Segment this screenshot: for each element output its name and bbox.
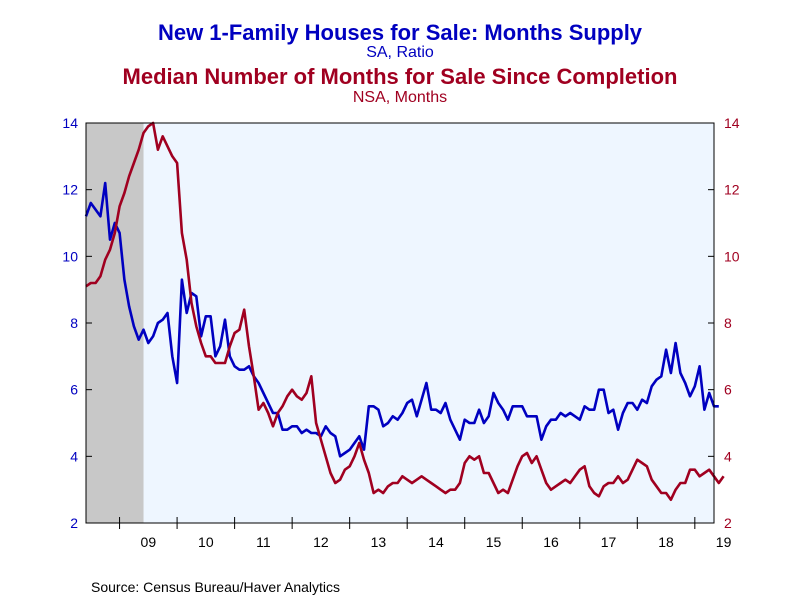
series-line-2 [85,121,725,502]
y-left-tick-label: 14 [62,115,78,131]
y-right-tick-label: 2 [724,515,732,531]
x-tick-label: 12 [313,534,329,550]
x-tick-label: 11 [256,534,271,550]
chart-titles: New 1-Family Houses for Sale: Months Sup… [123,20,678,106]
x-tick-label: 10 [198,534,214,550]
y-right-tick-label: 6 [724,382,732,398]
chart-title-2: Median Number of Months for Sale Since C… [123,64,678,89]
y-right-tick-label: 10 [724,248,740,264]
recession-shading [86,123,144,523]
x-tick-label: 09 [141,534,157,550]
source-note: Source: Census Bureau/Haver Analytics [91,579,340,595]
chart-subtitle-2: NSA, Months [353,89,447,106]
x-tick-label: 18 [658,534,674,550]
chart-subtitle-1: SA, Ratio [366,44,434,61]
y-right-tick-label: 4 [724,448,732,464]
plot-area [86,123,714,523]
series-layer [84,121,725,502]
y-right-tick-label: 12 [724,182,740,198]
y-right-tick-label: 8 [724,315,732,331]
y-left-tick-label: 4 [70,448,78,464]
x-tick-label: 13 [371,534,387,550]
y-left-tick-label: 8 [70,315,78,331]
y-left-tick-label: 12 [62,182,78,198]
x-axis: 09 10 11 12 13 14 15 16 17 18 19 [119,517,732,550]
x-tick-label: 14 [428,534,444,550]
y-right-tick-label: 14 [724,115,740,131]
x-tick-label: 15 [486,534,502,550]
y-left-tick-label: 6 [70,382,78,398]
y-axis-right: 2 4 6 8 10 12 14 [708,115,740,531]
x-tick-label: 19 [716,534,732,550]
series-line-1 [84,181,719,458]
x-tick-label: 16 [543,534,559,550]
chart-title-1: New 1-Family Houses for Sale: Months Sup… [158,20,643,45]
y-left-tick-label: 10 [62,248,78,264]
y-left-tick-label: 2 [70,515,78,531]
y-axis-left: 2 4 6 8 10 12 14 [62,115,92,531]
x-tick-label: 17 [601,534,617,550]
